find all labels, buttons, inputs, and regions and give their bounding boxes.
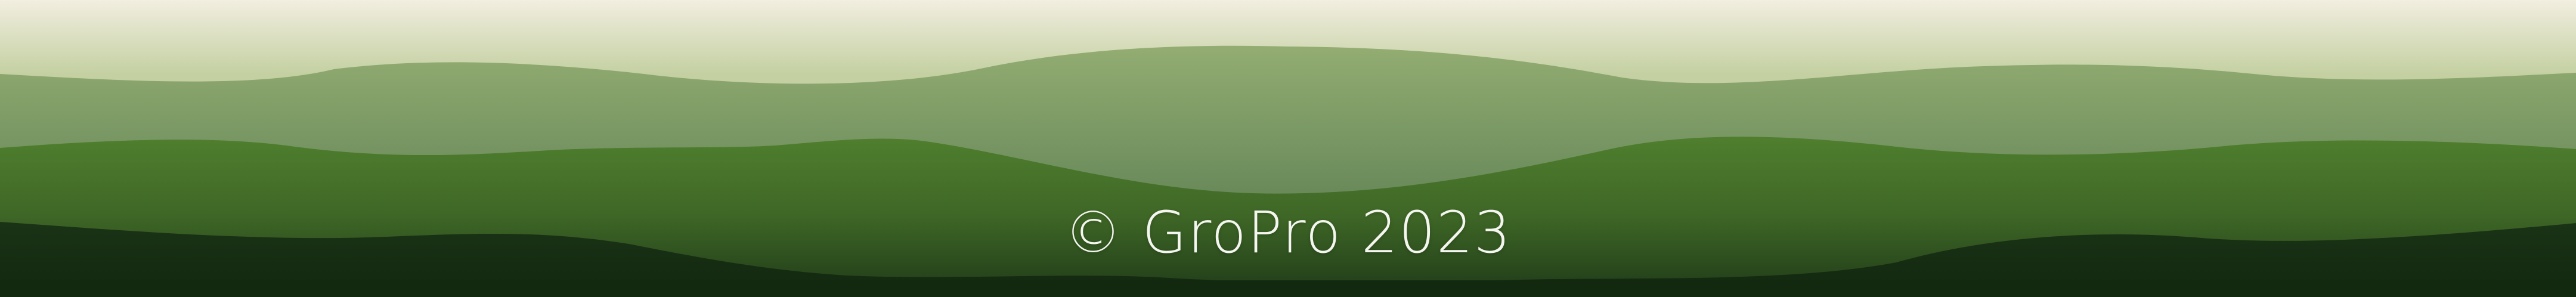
copyright-text: © GroPro 2023	[1064, 199, 1512, 266]
near-hills-layer	[0, 222, 2576, 297]
ground-strip	[0, 280, 2576, 297]
